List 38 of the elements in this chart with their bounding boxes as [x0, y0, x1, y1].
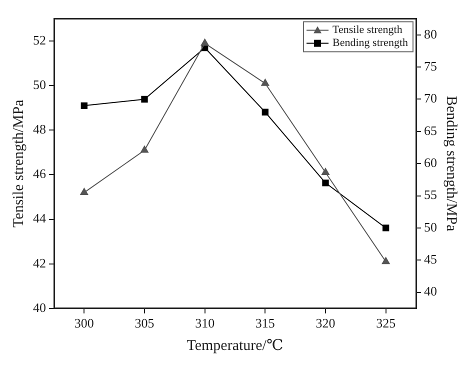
x-tick-label: 325	[376, 316, 396, 331]
y2-tick-label: 55	[424, 187, 437, 202]
y2-tick-label: 75	[424, 58, 437, 74]
x-tick-label: 300	[74, 316, 94, 331]
y2-tick-label: 60	[424, 155, 437, 170]
y2-tick-label: 80	[424, 26, 437, 42]
y-tick-label: 40	[33, 300, 46, 315]
point	[80, 188, 88, 196]
x-tick-label: 320	[316, 316, 336, 331]
point	[141, 96, 148, 103]
y2-tick-label: 70	[424, 90, 437, 106]
point	[382, 224, 390, 232]
y-tick-label: 50	[33, 77, 46, 92]
legend-label: Tensile strength	[332, 24, 403, 36]
point	[322, 180, 329, 186]
y-tick-label: 52	[33, 32, 46, 48]
point	[200, 38, 209, 46]
y2-tick-label: 40	[424, 284, 437, 299]
y-tick-label: 46	[33, 166, 46, 182]
x-tick-label: 315	[255, 316, 275, 331]
y-axis-title: Tensile strength/MPa	[10, 99, 27, 228]
x-tick-label: 305	[134, 316, 154, 331]
y-tick-label: 48	[33, 122, 46, 137]
point	[80, 102, 88, 110]
y2-tick-label: 50	[424, 219, 437, 234]
point	[262, 108, 268, 116]
x-tick-label: 310	[195, 316, 215, 331]
x-axis-title: Temperature/℃	[186, 338, 284, 354]
y2-tick-label: 45	[424, 252, 437, 267]
legend-label: Bending strength	[332, 37, 408, 50]
point	[140, 146, 148, 153]
y2-tick-label: 65	[424, 122, 437, 138]
y2-axis-title: Bending strength/MPa	[443, 96, 460, 232]
point	[261, 78, 270, 86]
point	[382, 257, 390, 264]
y-tick-label: 44	[33, 210, 46, 226]
point	[322, 168, 330, 176]
y-tick-label: 42	[33, 255, 46, 270]
